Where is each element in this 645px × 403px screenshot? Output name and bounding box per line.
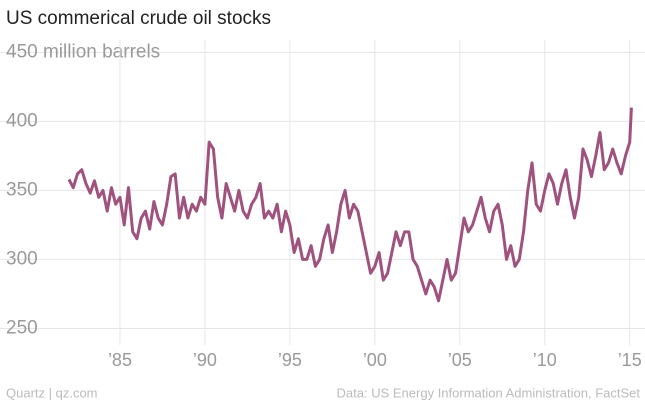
data-line (67, 107, 633, 303)
x-tick-label: ’10 (533, 350, 557, 370)
x-tick-label: ’85 (108, 350, 132, 370)
source: Data: US Energy Information Administrati… (337, 385, 641, 400)
y-tick-label: 250 (6, 317, 38, 338)
y-tick-label: 300 (6, 248, 38, 269)
x-tick-label: ’00 (363, 350, 387, 370)
y-tick-label: 450 million barrels (6, 41, 160, 62)
credit: Quartz | qz.com (6, 385, 98, 400)
y-tick-label: 350 (6, 179, 38, 200)
x-tick-label: ’95 (278, 350, 302, 370)
x-tick-label: ’90 (193, 350, 217, 370)
y-tick-label: 400 (6, 110, 38, 131)
x-tick-label: ’05 (448, 350, 472, 370)
chart-title: US commerical crude oil stocks (6, 8, 271, 29)
x-tick-label: ’15 (618, 350, 642, 370)
